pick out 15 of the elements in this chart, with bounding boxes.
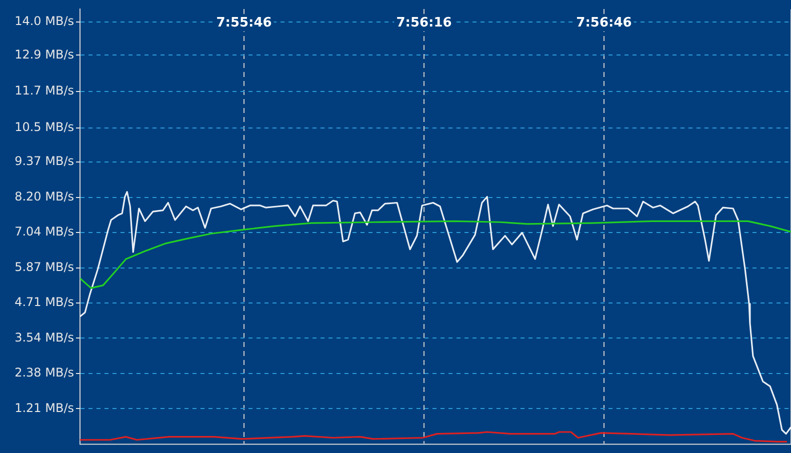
- y-tick-label: 2.38 MB/s: [14, 365, 74, 380]
- y-tick-label: 4.71 MB/s: [14, 294, 74, 309]
- y-tick-label: 3.54 MB/s: [14, 330, 74, 344]
- x-tick-label: 7:55:46: [216, 16, 272, 31]
- y-tick-label: 12.9 MB/s: [14, 47, 74, 62]
- y-tick-label: 5.87 MB/s: [14, 260, 74, 274]
- y-tick-label: 11.7 MB/s: [14, 84, 74, 98]
- y-tick-label: 14.0 MB/s: [14, 14, 74, 28]
- y-tick-label: 8.20 MB/s: [14, 189, 74, 204]
- y-tick-label: 10.5 MB/s: [14, 120, 74, 134]
- y-tick-label: 9.37 MB/s: [14, 154, 74, 168]
- x-tick-label: 7:56:16: [396, 16, 452, 31]
- y-tick-label: 7.04 MB/s: [14, 224, 74, 239]
- x-tick-label: 7:56:46: [576, 16, 632, 31]
- y-tick-label: 1.21 MB/s: [14, 400, 74, 415]
